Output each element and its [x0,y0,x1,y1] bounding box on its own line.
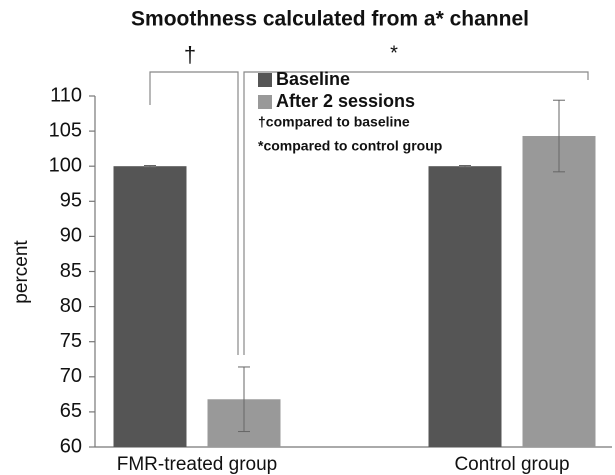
y-axis-label: percent [11,240,32,304]
error-bar [238,366,250,433]
annotation: †compared to baseline [258,114,410,130]
error-bar [459,164,471,168]
y-tick-label: 90 [60,225,82,247]
bar [428,166,502,447]
legend-swatch [258,95,272,109]
annotation: * [390,42,398,64]
legend-label: Baseline [276,69,350,89]
bar [522,136,596,447]
brackets [149,71,589,355]
y-tick-label: 105 [49,119,82,141]
bracket [149,71,239,355]
x-tick-label: Control group [454,454,569,475]
bar [113,166,187,447]
chart-title: Smoothness calculated from a* channel [131,8,529,31]
bracket [243,71,589,355]
y-tick-label: 70 [60,365,82,387]
error-bar [553,99,565,173]
y-tick-label: 80 [60,295,82,317]
y-tick-label: 75 [60,330,82,352]
y-tick-label: 85 [60,260,82,282]
y-tick-label: 100 [49,154,82,176]
x-tick-label: FMR-treated group [117,454,278,475]
legend-label: After 2 sessions [276,91,415,111]
error-bar [144,164,156,168]
annotation: *compared to control group [258,138,442,154]
y-tick-label: 110 [50,84,82,106]
y-tick-label: 95 [60,190,82,212]
annotation: † [184,42,196,67]
y-tick-label: 60 [60,435,82,457]
y-tick-label: 65 [60,400,82,422]
legend-swatch [258,73,272,87]
